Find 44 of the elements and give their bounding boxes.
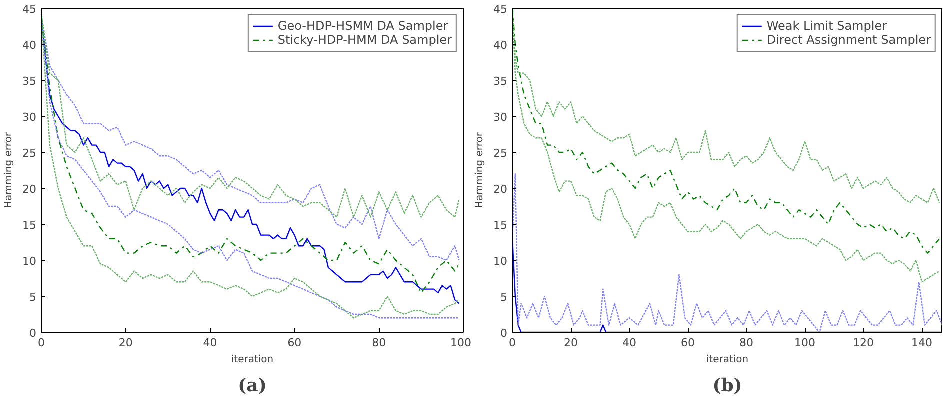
y-axis-title: Hamming error [4,132,15,208]
x-axis-title: iteration [231,354,274,366]
text: (b) [712,376,742,396]
x-tick-label: 60 [681,336,696,350]
y-tick-label: 30 [494,111,508,124]
legend-label: Direct Assignment Sampler [766,33,931,47]
x-tick-label: 0 [38,336,45,350]
x-axis-title: iteration [706,354,749,366]
y-tick-label: 40 [494,39,508,52]
y-tick-label: 5 [500,291,508,304]
y-tick-label: 30 [22,111,37,124]
x-tick-label: 140 [912,336,933,350]
y-tick-label: 15 [494,219,508,232]
x-tick-label: 60 [288,336,302,350]
y-tick-label: 0 [500,327,508,340]
x-tick-label: 100 [794,336,816,350]
text: (a) [238,376,267,396]
y-tick-label: 5 [30,291,36,304]
legend-label: Weak Limit Sampler [766,19,888,33]
y-tick-label: 20 [22,183,37,196]
y-tick-label: 20 [494,183,508,196]
x-tick-label: 0 [509,336,516,350]
y-tick-label: 40 [22,39,37,52]
y-tick-label: 45 [22,3,37,16]
legend-label: Geo-HDP-HSMM DA Sampler [278,19,448,33]
x-tick-label: 80 [372,336,386,350]
y-tick-label: 45 [494,3,508,16]
y-tick-label: 25 [22,147,37,160]
y-tick-label: 15 [22,219,37,232]
x-tick-label: 100 [450,336,472,350]
y-tick-label: 25 [494,147,508,160]
y-tick-label: 10 [494,255,508,268]
x-tick-label: 80 [740,336,754,350]
x-tick-label: 40 [622,336,637,350]
x-tick-label: 120 [853,336,874,350]
x-tick-label: 20 [118,336,133,350]
x-tick-label: 40 [203,336,218,350]
x-tick-label: 20 [564,336,578,350]
y-tick-label: 10 [22,255,37,268]
legend-label: Sticky-HDP-HMM DA Sampler [278,33,452,47]
y-tick-label: 0 [30,327,36,340]
y-tick-label: 35 [494,75,508,88]
y-axis-title: Hamming error [474,132,486,208]
y-tick-label: 35 [22,75,37,88]
